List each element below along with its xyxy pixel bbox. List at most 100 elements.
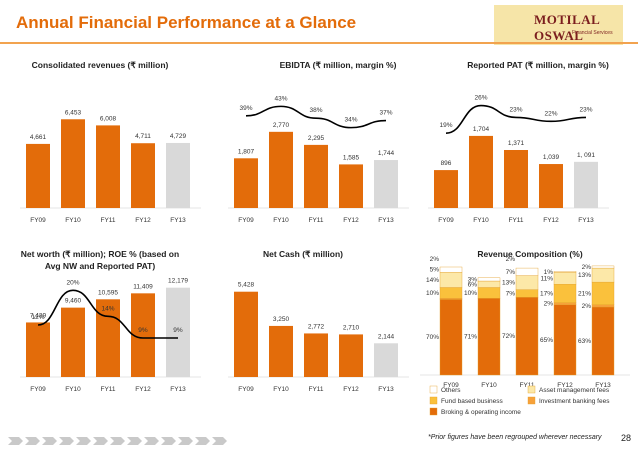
chart-title: Net worth (₹ million); ROE % (based on	[21, 249, 179, 259]
revenue-composition-chart: Revenue Composition (%) 70% 10% 14% 5% 2% FY09…	[420, 249, 630, 416]
x-tick-label: FY12	[135, 386, 151, 393]
legend-swatch	[429, 385, 438, 394]
segment-label: 3%	[468, 276, 478, 283]
ebidta-chart: EBIDTA (₹ million, margin %) 1,807 FY09 2,7…	[228, 60, 409, 224]
chart-title: Net Cash (₹ million)	[263, 249, 343, 259]
segment-label: 21%	[578, 290, 591, 297]
x-tick-label: FY09	[30, 386, 46, 393]
chevron-shape	[25, 437, 40, 445]
segment-label: 7%	[506, 290, 516, 297]
segment-3-FY13	[591, 267, 615, 283]
segment-4-FY12	[553, 271, 577, 273]
bar-label: 7,439	[30, 312, 47, 319]
line-label: 34%	[344, 117, 357, 124]
line-label: 14%	[101, 305, 114, 312]
x-tick-label: FY09	[30, 217, 46, 224]
legend-label: Others	[441, 387, 461, 394]
x-tick-label: FY10	[65, 217, 81, 224]
x-tick-label: FY09	[238, 217, 254, 224]
segment-3-FY11	[515, 275, 539, 290]
bar-FY12	[339, 164, 363, 208]
line-label: 26%	[474, 95, 487, 102]
segment-label: 2%	[582, 303, 592, 310]
bar-label: 1,039	[543, 154, 560, 161]
bar-label: 896	[441, 160, 452, 167]
segment-1-FY12	[553, 302, 577, 305]
line-label: 22%	[544, 110, 557, 117]
chevron-shape	[127, 437, 142, 445]
segment-label: 2%	[582, 264, 592, 271]
segment-label: 63%	[578, 338, 591, 345]
segment-label: 10%	[464, 290, 477, 297]
segment-label: 5%	[430, 267, 440, 274]
x-tick-label: FY11	[308, 217, 323, 224]
segment-3-FY12	[553, 272, 577, 285]
x-tick-label: FY12	[557, 382, 573, 389]
netcash-chart: Net Cash (₹ million) 5,428 FY09 3,250 FY10 2,…	[228, 249, 409, 393]
bar-FY13	[374, 343, 398, 377]
bar-FY11	[504, 149, 528, 208]
x-tick-label: FY10	[481, 382, 497, 389]
chevron-shape	[42, 437, 57, 445]
line-label: 39%	[239, 105, 252, 112]
x-tick-label: FY10	[65, 386, 81, 393]
logo-text: MOTILAL OSWAL	[534, 12, 600, 43]
x-tick-label: FY09	[238, 386, 254, 393]
x-tick-label: FY12	[135, 217, 151, 224]
legend-swatch	[527, 396, 536, 405]
chevron-shape	[144, 437, 159, 445]
segment-label: 13%	[502, 280, 515, 287]
legend-label: Broking & operating income	[441, 409, 521, 416]
chevron-shape	[161, 437, 176, 445]
bar-FY09	[234, 291, 258, 377]
segment-label: 13%	[578, 272, 591, 279]
segment-0-FY09	[439, 299, 463, 376]
page-number: 28	[621, 433, 632, 443]
chart-title: EBIDTA (₹ million, margin %)	[280, 60, 397, 70]
bar-label: 2,295	[308, 135, 325, 142]
segment-3-FY09	[439, 272, 463, 288]
bar-label: 1,744	[378, 150, 395, 157]
x-tick-label: FY13	[170, 217, 186, 224]
bar-FY12	[131, 293, 155, 377]
segment-2-FY13	[591, 281, 615, 305]
decorative-chevrons	[8, 437, 227, 445]
segment-label: 70%	[426, 334, 439, 341]
segment-2-FY12	[553, 284, 577, 303]
segment-label: 71%	[464, 334, 477, 341]
bar-label: 3,250	[273, 316, 290, 323]
chevron-shape	[93, 437, 108, 445]
line-label: 9%	[173, 327, 183, 334]
bar-label: 1, 091	[577, 152, 595, 159]
bar-label: 5,428	[238, 282, 255, 289]
segment-label: 11%	[540, 275, 553, 282]
chevron-shape	[178, 437, 193, 445]
bar-FY12	[339, 334, 363, 377]
line-label: 12%	[31, 314, 44, 321]
segment-label: 65%	[540, 337, 553, 344]
x-tick-label: FY13	[378, 386, 394, 393]
segment-label-extra: 2%	[430, 256, 440, 263]
legend-label: Investment banking fees	[539, 398, 610, 405]
x-tick-label: FY10	[473, 217, 489, 224]
line-label: 37%	[379, 110, 392, 117]
legend-swatch	[429, 407, 438, 416]
chart-title: Consolidated revenues (₹ million)	[32, 60, 169, 70]
segment-4-FY10	[477, 277, 501, 282]
bar-label: 2,144	[378, 333, 395, 340]
bar-label: 2,772	[308, 323, 325, 330]
segment-2-FY11	[515, 289, 539, 298]
logo-subtitle: Financial Services	[572, 30, 613, 36]
x-tick-label: FY11	[100, 217, 115, 224]
x-tick-label: FY09	[443, 382, 459, 389]
line-label: 19%	[439, 122, 452, 129]
bar-label: 1,807	[238, 148, 255, 155]
bar-FY11	[96, 299, 120, 377]
bar-FY10	[61, 307, 85, 377]
segment-3-FY10	[477, 280, 501, 288]
x-tick-label: FY12	[343, 217, 359, 224]
bar-label: 6,008	[100, 115, 117, 122]
chevron-shape	[8, 437, 23, 445]
line-series-margin	[445, 104, 587, 134]
bar-FY13	[574, 161, 598, 208]
